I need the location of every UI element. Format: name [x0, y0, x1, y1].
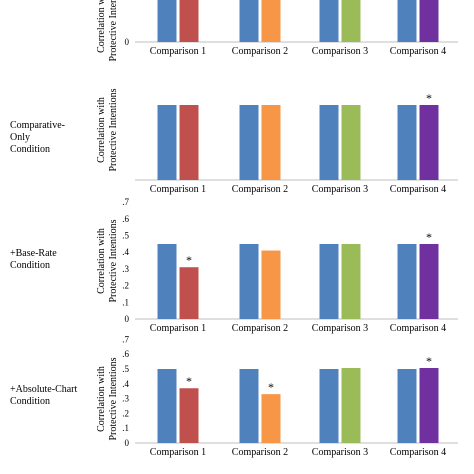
bar-comparison [419, 105, 439, 180]
y-axis-title: Protective Intentions [108, 88, 119, 171]
bar-baseline [157, 369, 177, 443]
bar-comparison [179, 105, 199, 180]
y-tick-label: .3 [122, 394, 129, 404]
x-tick-label: Comparison 1 [150, 184, 206, 195]
y-axis-title: Correlation with [96, 228, 107, 294]
condition-label: +Absolute-Chart [10, 384, 78, 395]
x-tick-label: Comparison 3 [312, 46, 368, 57]
bar-comparison [419, 0, 439, 43]
y-tick-label: .7 [122, 334, 129, 344]
condition-label: Condition [10, 396, 50, 407]
condition-label: Condition [10, 260, 50, 271]
bar-baseline [397, 105, 417, 180]
y-tick-label: .6 [122, 349, 129, 359]
bar-comparison [179, 267, 199, 319]
x-tick-label: Comparison 2 [232, 323, 288, 334]
y-axis-title: Correlation with [96, 366, 107, 432]
condition-label: Only [10, 132, 30, 143]
x-tick-label: Comparison 2 [232, 184, 288, 195]
bar-comparison [261, 250, 281, 319]
bar-baseline [239, 244, 259, 319]
x-tick-label: Comparison 1 [150, 46, 206, 57]
y-axis-title: Protective Intentions [108, 357, 119, 440]
y-tick-label: .2 [122, 281, 129, 291]
y-tick-label: 0 [125, 37, 130, 47]
bar-comparison [179, 388, 199, 443]
significance-marker: * [426, 354, 432, 368]
y-tick-label: .3 [122, 264, 129, 274]
condition-label: +Base-Rate [10, 248, 57, 259]
bar-baseline [319, 105, 339, 180]
condition-label: Comparative- [10, 120, 65, 131]
bar-baseline [319, 0, 339, 43]
bar-baseline [397, 244, 417, 319]
bar-comparison [341, 244, 361, 319]
y-tick-label: .4 [122, 247, 129, 257]
bar-baseline [397, 369, 417, 443]
y-tick-label: 0 [125, 314, 130, 324]
x-tick-label: Comparison 4 [390, 46, 446, 57]
significance-marker: * [268, 380, 274, 394]
y-axis-title: Protective Intentions [108, 0, 119, 62]
x-tick-label: Comparison 1 [150, 323, 206, 334]
bar-baseline [239, 0, 259, 43]
significance-marker: * [426, 230, 432, 244]
bar-comparison [179, 0, 199, 43]
y-axis-title: Correlation with [96, 97, 107, 163]
bar-baseline [239, 369, 259, 443]
condition-label: Condition [10, 144, 50, 155]
y-tick-label: .6 [122, 214, 129, 224]
y-tick-label: .7 [122, 197, 129, 207]
significance-marker: * [426, 91, 432, 105]
bar-comparison [341, 0, 361, 43]
bar-baseline [157, 244, 177, 319]
bar-comparison [261, 394, 281, 443]
y-tick-label: .5 [122, 231, 129, 241]
x-tick-label: Comparison 2 [232, 46, 288, 57]
x-tick-label: Comparison 3 [312, 184, 368, 195]
x-tick-label: Comparison 1 [150, 447, 206, 458]
bar-comparison [419, 368, 439, 443]
y-axis-title: Correlation with [96, 0, 107, 53]
y-tick-label: .2 [122, 408, 129, 418]
y-tick-label: .4 [122, 379, 129, 389]
significance-marker: * [186, 253, 192, 267]
bar-baseline [319, 244, 339, 319]
x-tick-label: Comparison 4 [390, 323, 446, 334]
bar-comparison [261, 105, 281, 180]
y-tick-label: .1 [122, 423, 129, 433]
bar-baseline [157, 0, 177, 43]
x-tick-label: Comparison 4 [390, 184, 446, 195]
x-tick-label: Comparison 3 [312, 447, 368, 458]
significance-marker: * [186, 374, 192, 388]
bar-comparison [341, 368, 361, 443]
x-tick-label: Comparison 2 [232, 447, 288, 458]
y-axis-title: Protective Intentions [108, 219, 119, 302]
bar-baseline [319, 369, 339, 443]
bar-comparison [261, 0, 281, 43]
bar-baseline [157, 105, 177, 180]
x-tick-label: Comparison 4 [390, 447, 446, 458]
y-tick-label: 0 [125, 438, 130, 448]
bar-baseline [397, 0, 417, 43]
bar-comparison [419, 244, 439, 319]
bar-comparison [341, 105, 361, 180]
x-tick-label: Comparison 3 [312, 323, 368, 334]
bar-baseline [239, 105, 259, 180]
y-tick-label: .5 [122, 364, 129, 374]
y-tick-label: .1 [122, 297, 129, 307]
